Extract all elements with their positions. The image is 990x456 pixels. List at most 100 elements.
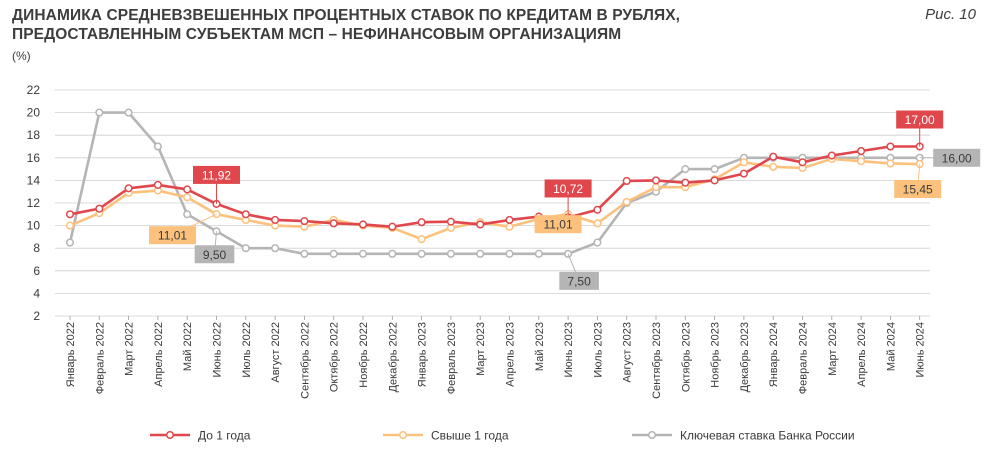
data-point (417, 218, 426, 227)
data-point (476, 220, 485, 229)
x-tick-label: Май 2024 (885, 322, 897, 371)
data-point (65, 221, 75, 230)
data-point (271, 215, 280, 224)
data-point (710, 176, 719, 185)
data-point (124, 184, 133, 193)
x-tick-label: Июль 2023 (592, 322, 604, 378)
data-point (388, 249, 397, 258)
x-tick-label: Январь 2024 (768, 322, 780, 387)
data-point (710, 165, 719, 174)
callout-value: 17,00 (905, 113, 935, 127)
y-tick-label: 10 (27, 219, 41, 233)
x-tick-label: Август 2023 (622, 322, 634, 383)
data-point (124, 108, 133, 117)
data-point (153, 142, 162, 151)
data-point (886, 142, 895, 151)
data-point (95, 204, 104, 213)
data-point (739, 169, 748, 178)
x-tick-label: Март 2023 (475, 322, 487, 376)
chart-title-line-2: ПРЕДОСТАВЛЕННЫМ СУБЪЕКТАМ МСП – НЕФИНАНС… (12, 26, 622, 43)
x-tick-label: Декабрь 2022 (387, 322, 399, 392)
legend-item: До 1 года (150, 429, 251, 443)
data-point (417, 235, 426, 244)
data-label-0: 17,00 (896, 110, 944, 147)
chart-title-line-1: ДИНАМИКА СРЕДНЕВЗВЕШЕННЫХ ПРОЦЕНТНЫХ СТА… (12, 7, 681, 24)
data-point (446, 249, 455, 258)
x-tick-label: Июнь 2023 (563, 322, 575, 378)
y-tick-label: 8 (33, 241, 40, 255)
callout-value: 16,00 (942, 151, 972, 165)
x-tick-label: Февраль 2022 (94, 322, 106, 394)
y-tick-label: 18 (27, 128, 41, 142)
data-point (271, 244, 280, 253)
callout-box (896, 110, 944, 129)
data-point (769, 162, 778, 171)
data-point (651, 183, 661, 192)
x-tick-label: Март 2022 (124, 322, 136, 376)
data-point (241, 210, 250, 219)
x-tick-label: Апрель 2023 (505, 322, 517, 387)
data-label-2: 16,00 (919, 148, 981, 167)
x-tick-label: Май 2023 (534, 322, 546, 371)
x-tick-label: Апрель 2022 (153, 322, 165, 387)
data-point (593, 205, 602, 214)
data-point (534, 249, 543, 258)
callout-value: 9,50 (203, 248, 227, 262)
callout-value: 11,92 (202, 168, 231, 182)
data-point (183, 210, 192, 219)
y-axis-unit: (%) (12, 49, 31, 63)
data-point (65, 238, 75, 247)
data-point (651, 176, 661, 185)
x-tick-label: Январь 2023 (417, 322, 429, 387)
data-point (65, 210, 75, 219)
data-point (241, 244, 250, 253)
legend-item: Свыше 1 года (383, 429, 509, 443)
callout-box (544, 179, 592, 198)
chart-title: ДИНАМИКА СРЕДНЕВЗВЕШЕННЫХ ПРОЦЕНТНЫХ СТА… (12, 6, 680, 44)
x-tick-label: Декабрь 2023 (739, 322, 751, 392)
data-point (827, 151, 836, 160)
x-tick-label: Февраль 2023 (446, 322, 458, 394)
series-0 (65, 142, 924, 231)
x-tick-label: Сентябрь 2022 (299, 322, 311, 399)
data-label-0: 10,72 (544, 179, 592, 218)
data-point (505, 249, 514, 258)
data-point (798, 158, 807, 167)
y-tick-label: 16 (27, 151, 41, 165)
y-tick-label: 12 (27, 196, 41, 210)
x-tick-label: Июнь 2024 (915, 322, 927, 378)
data-point (857, 157, 866, 166)
data-point (358, 220, 368, 229)
legend-swatch-marker (647, 430, 657, 440)
x-tick-label: Март 2024 (827, 322, 839, 376)
data-point (446, 217, 455, 226)
data-point (505, 215, 514, 224)
data-point (300, 249, 309, 258)
x-tick-label: Октябрь 2023 (680, 322, 692, 392)
callout-box (933, 148, 981, 167)
data-point (183, 185, 192, 194)
data-point (622, 197, 631, 206)
data-point (183, 193, 192, 202)
legend-swatch-marker (165, 430, 175, 440)
data-label-1: 11,01 (149, 213, 217, 245)
data-point (681, 178, 690, 187)
data-point (505, 222, 514, 231)
callout-box (559, 271, 599, 290)
data-point (300, 217, 309, 226)
legend-label: До 1 года (198, 429, 251, 443)
y-tick-label: 14 (27, 173, 41, 187)
data-point (388, 222, 397, 231)
y-tick-label: 6 (33, 264, 40, 278)
callout-value: 7,50 (567, 274, 591, 288)
callout-value: 10,72 (553, 182, 583, 196)
data-label-1: 15,45 (894, 163, 942, 199)
series-line (69, 157, 920, 241)
y-tick-label: 22 (27, 83, 41, 97)
x-tick-label: Август 2022 (270, 322, 282, 383)
data-point (358, 249, 368, 258)
callout-value: 11,01 (158, 229, 187, 243)
data-label-1: 11,01 (534, 213, 582, 234)
